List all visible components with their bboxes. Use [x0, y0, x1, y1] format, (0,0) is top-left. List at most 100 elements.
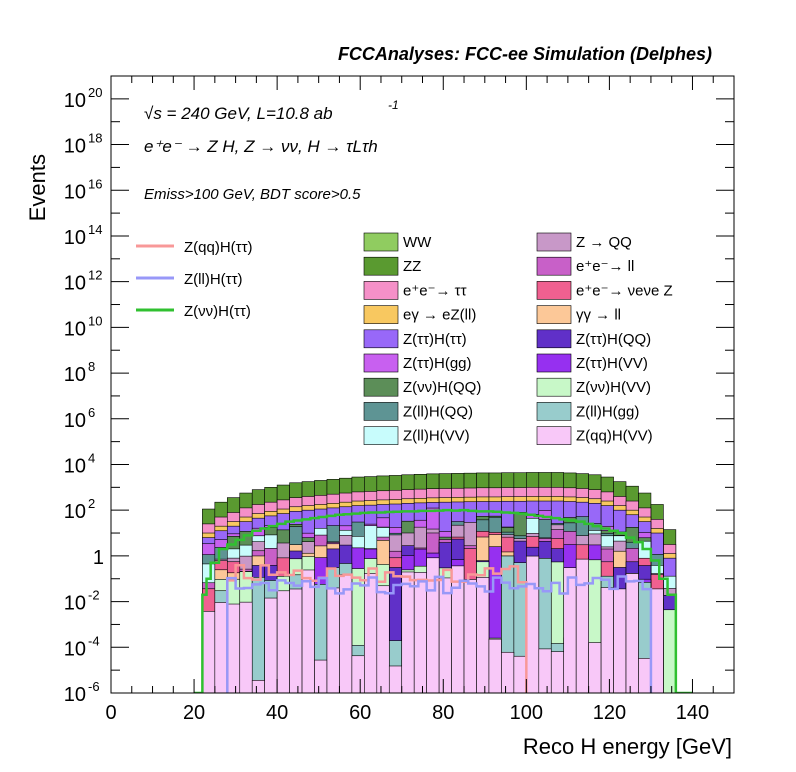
stack-bar: [638, 658, 652, 693]
stack-bar: [501, 651, 515, 693]
stack-layer-17: [202, 555, 664, 693]
annotation-selection: Emiss>100 GeV, BDT score>0.5: [144, 186, 361, 203]
stack-bar: [388, 665, 403, 693]
legend-swatch: [536, 232, 572, 252]
stack-bar: [214, 602, 228, 693]
line-1: [226, 575, 653, 693]
y-tick-exponent: 20: [88, 85, 102, 100]
y-tick-label: 10: [64, 227, 86, 249]
stack-bar: [326, 587, 340, 693]
legend-swatch: [536, 353, 572, 373]
stack-bar: [276, 590, 290, 693]
stack-bar: [588, 642, 602, 693]
legend-swatch: [363, 377, 399, 397]
stack-bar: [239, 601, 253, 693]
x-tick-label: 60: [349, 702, 371, 724]
legend-label: e⁺e⁻→ ll: [576, 258, 634, 275]
y-tick-label: 10: [64, 455, 86, 477]
legend-swatch: [363, 402, 399, 421]
legend-swatch: [363, 281, 399, 300]
stack-bar: [401, 571, 415, 693]
legend-swatch: [363, 305, 399, 324]
stack-bar: [563, 567, 577, 693]
y-tick-label: 10: [64, 181, 86, 203]
x-axis-label: Reco H energy [GeV]: [523, 734, 732, 759]
legend-swatch: [363, 353, 399, 373]
legend-swatch: [536, 281, 572, 300]
legend-label: Z(ττ)H(QQ): [576, 331, 651, 348]
legend-label: Z(ττ)H(ττ): [403, 331, 467, 348]
stack-bar: [364, 573, 378, 693]
stack-bar: [538, 648, 552, 693]
stack-bar: [376, 585, 390, 693]
x-tick-label: 100: [510, 702, 543, 724]
y-tick-label: 10: [64, 410, 86, 432]
legend-label: e⁺e⁻→ ττ: [403, 282, 467, 299]
y-tick-exponent: 2: [88, 496, 95, 511]
legend-label: eγ → eZ(ll): [403, 307, 476, 324]
y-tick-label: 10: [64, 501, 86, 523]
y-tick-exponent: 14: [88, 222, 102, 237]
legend-label: ZZ: [403, 258, 421, 275]
legend-line-label: Z(νν)H(ττ): [184, 303, 251, 320]
y-tick-exponent: -6: [88, 679, 100, 694]
y-tick-label: 1: [93, 547, 104, 569]
legend-label: e⁺e⁻→ νeνe Z: [576, 282, 673, 299]
y-tick-label: 10: [64, 90, 86, 112]
legend-swatch: [536, 426, 572, 445]
y-tick-exponent: 4: [88, 450, 95, 465]
legend-swatch: [536, 402, 572, 421]
y-tick-exponent: 8: [88, 359, 95, 374]
y-axis-label: Events: [25, 154, 50, 221]
stack-bar: [476, 577, 490, 693]
stack-bar: [413, 572, 427, 693]
stack-bar: [488, 638, 502, 693]
legend-background: [362, 230, 702, 452]
y-tick-exponent: 12: [88, 268, 102, 283]
stack-bar: [526, 555, 540, 693]
stack-bar: [351, 655, 365, 693]
legend-label: Z(νν)H(VV): [576, 379, 651, 396]
y-tick-label: 10: [64, 638, 86, 660]
stack-bar: [301, 569, 315, 693]
y-tick-exponent: 18: [88, 131, 102, 146]
legend-swatch: [536, 256, 572, 276]
legend-swatch: [536, 305, 572, 324]
legend-line-label: Z(qq)H(ττ): [184, 239, 253, 256]
y-tick-exponent: 16: [88, 176, 102, 191]
stack-bar: [426, 557, 440, 693]
line-0: [226, 564, 528, 693]
stack-bar: [613, 588, 627, 693]
y-tick-exponent: 6: [88, 405, 95, 420]
stack-bar: [251, 576, 265, 693]
legend: Z(qq)H(ττ) Z(ll)H(ττ) Z(νν)H(ττ) WW ZZ e⁺e⁻→ …: [136, 230, 702, 452]
chart-title: FCCAnalyses: FCC-ee Simulation (Delphes): [338, 44, 712, 64]
line-2: [194, 508, 693, 693]
x-tick-label: 140: [676, 702, 709, 724]
lumi-exponent: -1: [388, 98, 399, 112]
stack-bar: [289, 588, 303, 693]
legend-label: Z(ττ)H(VV): [576, 355, 648, 372]
stack-bar: [438, 577, 452, 693]
legend-label: Z(νν)H(QQ): [403, 379, 481, 396]
legend-label: Z(ττ)H(gg): [403, 355, 472, 372]
y-tick-exponent: 10: [88, 313, 102, 328]
stack-bar: [463, 579, 477, 693]
stack-bar: [314, 659, 328, 693]
stack-bar: [264, 597, 278, 693]
signal-lines: [194, 508, 693, 693]
y-tick-exponent: -4: [88, 633, 100, 648]
stack-bar: [575, 558, 589, 693]
y-tick-label: 10: [64, 684, 86, 706]
legend-swatch: [536, 377, 572, 397]
stack-bar: [600, 587, 614, 693]
legend-label: γγ → ll: [576, 307, 621, 324]
legend-label: WW: [403, 234, 432, 251]
stack-bar: [550, 651, 565, 693]
legend-swatch: [363, 329, 399, 349]
legend-label: Z(ll)H(gg): [576, 403, 639, 420]
legend-label: Z → QQ: [576, 234, 632, 251]
legend-swatch: [363, 426, 399, 445]
